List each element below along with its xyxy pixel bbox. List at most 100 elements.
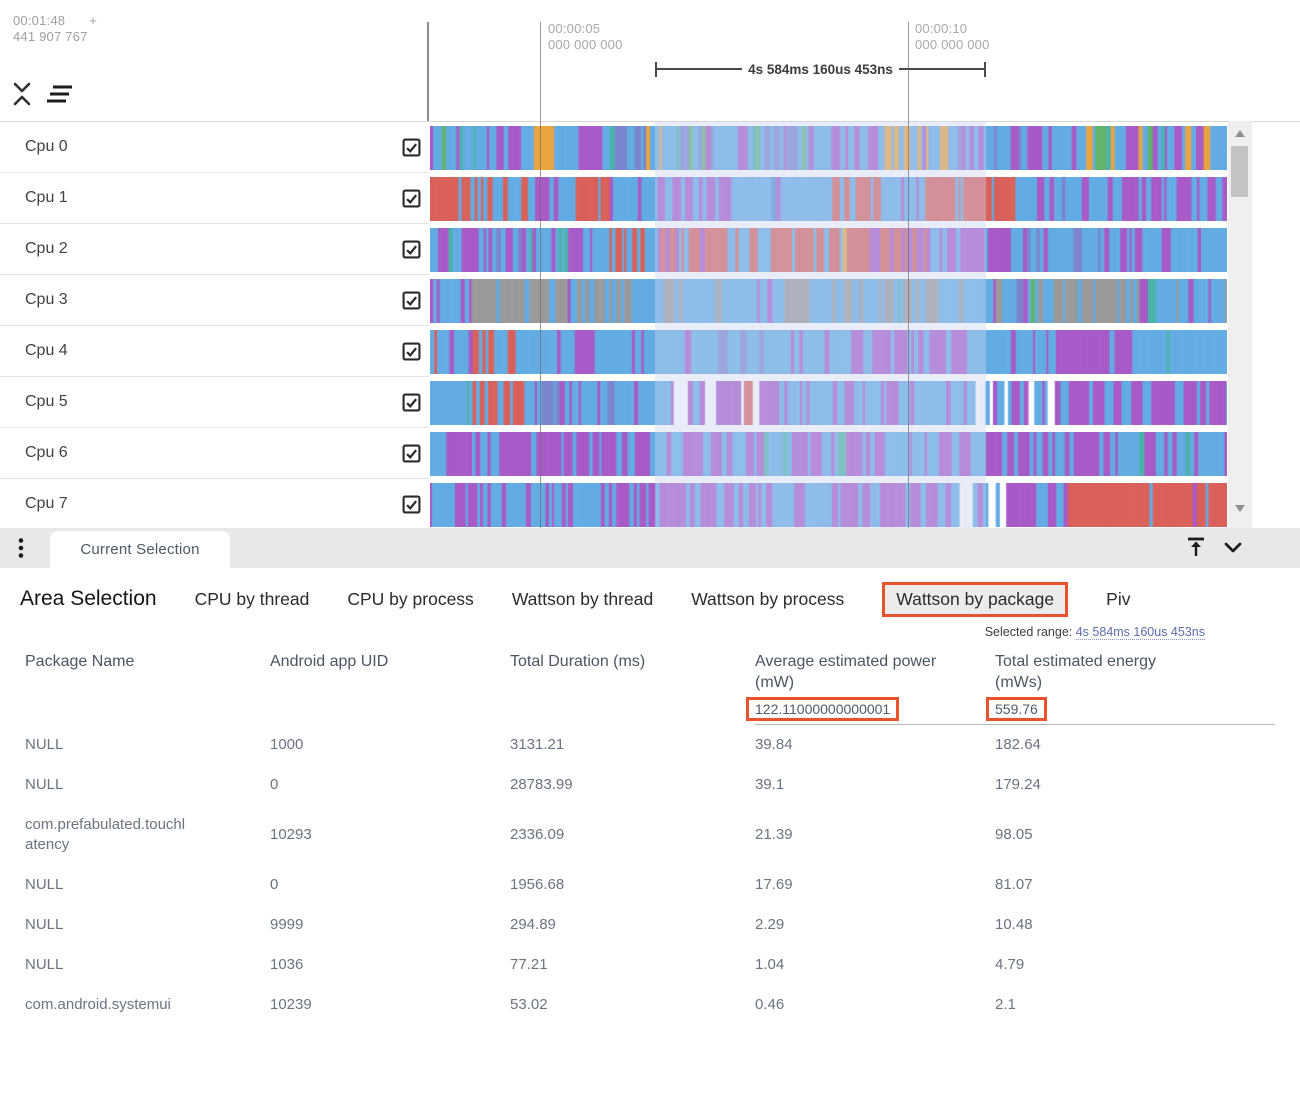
table-cell-r6-c2: 53.02 xyxy=(510,996,548,1013)
totals-cell: 559.76 xyxy=(986,695,1275,725)
cpu-track-list: Cpu 0 Cpu 1 Cpu 2 Cpu 3 Cpu 4 Cpu 5 Cpu 6 Cpu 7 xyxy=(0,121,1300,528)
panel-menu-icon[interactable] xyxy=(17,536,25,560)
cpu-track-canvas[interactable] xyxy=(430,177,1227,221)
table-cell-r5-c0: NULL xyxy=(25,956,64,973)
cpu-track-canvas[interactable] xyxy=(430,381,1227,425)
cpu-track-canvas[interactable] xyxy=(430,126,1227,170)
total-energy-value: 559.76 xyxy=(986,697,1047,721)
track-sort-filter-icon[interactable] xyxy=(44,84,76,104)
table-cell-r6-c4: 2.1 xyxy=(995,996,1016,1013)
table-cell-r4-c3: 2.29 xyxy=(755,916,785,933)
table-cell-r4-c4: 10.48 xyxy=(995,916,1033,933)
tab-piv[interactable]: Piv xyxy=(1106,588,1131,609)
track-label[interactable]: Cpu 0 xyxy=(0,122,429,173)
column-header-0[interactable]: Package Name xyxy=(25,645,270,695)
track-checkbox[interactable] xyxy=(402,138,421,157)
table-cell-r4-c0: NULL xyxy=(25,916,64,933)
scroll-down-arrow[interactable] xyxy=(1235,505,1245,512)
selected-range: Selected range: 4s 584ms 160us 453ns xyxy=(0,625,1205,643)
table-cell-r5-c2: 77.21 xyxy=(510,956,548,973)
track-checkbox[interactable] xyxy=(402,444,421,463)
track-checkbox[interactable] xyxy=(402,393,421,412)
vertical-scrollbar[interactable] xyxy=(1228,121,1252,528)
track-label[interactable]: Cpu 7 xyxy=(0,479,429,528)
expand-panel-to-top-icon[interactable] xyxy=(1183,535,1209,561)
track-row-cpu-2: Cpu 2 xyxy=(0,224,1300,275)
table-cell-r2-c3: 21.39 xyxy=(755,826,793,843)
table-cell-r2-c0: com.prefabulated.touchlatency xyxy=(25,816,186,853)
track-checkbox[interactable] xyxy=(402,240,421,259)
tab-wattson-by-package[interactable]: Wattson by package xyxy=(882,581,1069,617)
track-label[interactable]: Cpu 6 xyxy=(0,428,429,479)
table-cell-r0-c0: NULL xyxy=(25,736,64,753)
column-header-1[interactable]: Android app UID xyxy=(270,645,510,695)
panel-content: Area Selection CPU by thread CPU by proce… xyxy=(0,568,1300,1025)
table-cell-r5-c3: 1.04 xyxy=(755,956,785,973)
column-header-4[interactable]: Total estimated energy (mWs) xyxy=(995,645,1275,695)
column-header-text: Average estimated power (mW) xyxy=(755,653,937,691)
track-checkbox[interactable] xyxy=(402,291,421,310)
cpu-track-canvas[interactable] xyxy=(430,330,1227,374)
cpu-track-canvas[interactable] xyxy=(430,483,1227,527)
table-cell-r1-c0: NULL xyxy=(25,776,64,793)
tab-cpu-by-process[interactable]: CPU by process xyxy=(347,588,474,609)
ruler-tick-10s: 00:00:10 000 000 000 xyxy=(915,21,990,52)
totals-empty-cell xyxy=(270,695,510,725)
track-row-cpu-5: Cpu 5 xyxy=(0,377,1300,428)
column-header-text: Total estimated energy (mWs) xyxy=(995,653,1156,691)
selected-range-value-link[interactable]: 4s 584ms 160us 453ns xyxy=(1075,625,1205,640)
collapse-panel-icon[interactable] xyxy=(1220,536,1246,560)
table-cell-r6-c3: 0.46 xyxy=(755,996,785,1013)
wattson-package-table: Package Name Android app UID Total Duratio… xyxy=(25,645,1275,1025)
cursor-plus: + xyxy=(89,13,98,28)
column-header-text: Total Duration (ms) xyxy=(510,653,646,670)
table-cell-r3-c0: NULL xyxy=(25,876,64,893)
table-cell-r3-c2: 1956.68 xyxy=(510,876,565,893)
totals-cell: 122.11000000000001 xyxy=(746,695,995,725)
table-cell-r5-c1: 1036 xyxy=(270,956,304,973)
total-power-value: 122.11000000000001 xyxy=(746,697,900,721)
track-checkbox[interactable] xyxy=(402,495,421,514)
cpu-track-canvas[interactable] xyxy=(430,228,1227,272)
track-label[interactable]: Cpu 2 xyxy=(0,224,429,275)
scrollbar-thumb[interactable] xyxy=(1231,146,1248,197)
details-panel: Current Selection Area Selection CPU by … xyxy=(0,528,1300,1104)
tab-wattson-by-thread[interactable]: Wattson by thread xyxy=(511,588,654,609)
bracket-line xyxy=(657,68,743,70)
tab-wattson-by-process[interactable]: Wattson by process xyxy=(691,588,845,609)
scroll-up-arrow[interactable] xyxy=(1235,130,1245,137)
track-label[interactable]: Cpu 4 xyxy=(0,326,429,377)
collapse-tracks-icon[interactable] xyxy=(10,80,34,108)
table-cell-r0-c4: 182.64 xyxy=(995,736,1041,753)
column-header-3[interactable]: Average estimated power (mW) xyxy=(755,645,995,695)
table-cell-r5-c4: 4.79 xyxy=(995,956,1025,973)
selection-duration-bracket[interactable]: 4s 584ms 160us 453ns xyxy=(655,61,986,77)
table-cell-r3-c3: 17.69 xyxy=(755,876,793,893)
track-label[interactable]: Cpu 3 xyxy=(0,275,429,326)
table-cell-r0-c2: 3131.21 xyxy=(510,736,565,753)
cpu-track-canvas[interactable] xyxy=(430,432,1227,476)
track-row-cpu-4: Cpu 4 xyxy=(0,326,1300,377)
totals-empty-cell xyxy=(510,695,755,725)
cpu-track-canvas[interactable] xyxy=(430,279,1227,323)
tab-cpu-by-thread[interactable]: CPU by thread xyxy=(194,588,310,609)
track-label[interactable]: Cpu 5 xyxy=(0,377,429,428)
cursor-timestamp: 00:01:48 + 441 907 767 xyxy=(13,13,97,45)
table-cell-r1-c3: 39.1 xyxy=(755,776,785,793)
time-gridline-10s xyxy=(908,22,909,528)
table-cell-r1-c1: 0 xyxy=(270,776,279,793)
track-row-cpu-1: Cpu 1 xyxy=(0,173,1300,224)
tab-current-selection[interactable]: Current Selection xyxy=(50,531,230,568)
column-header-2[interactable]: Total Duration (ms) xyxy=(510,645,755,695)
track-row-cpu-3: Cpu 3 xyxy=(0,275,1300,326)
column-header-text: Android app UID xyxy=(270,653,389,670)
track-checkbox[interactable] xyxy=(402,342,421,361)
time-gridline-5s xyxy=(540,22,541,528)
table-cell-r6-c0: com.android.systemui xyxy=(25,996,171,1013)
track-label[interactable]: Cpu 1 xyxy=(0,173,429,224)
track-checkbox[interactable] xyxy=(402,189,421,208)
totals-empty-cell xyxy=(25,695,270,725)
panel-title: Area Selection xyxy=(20,587,157,610)
table-cell-r1-c4: 179.24 xyxy=(995,776,1041,793)
